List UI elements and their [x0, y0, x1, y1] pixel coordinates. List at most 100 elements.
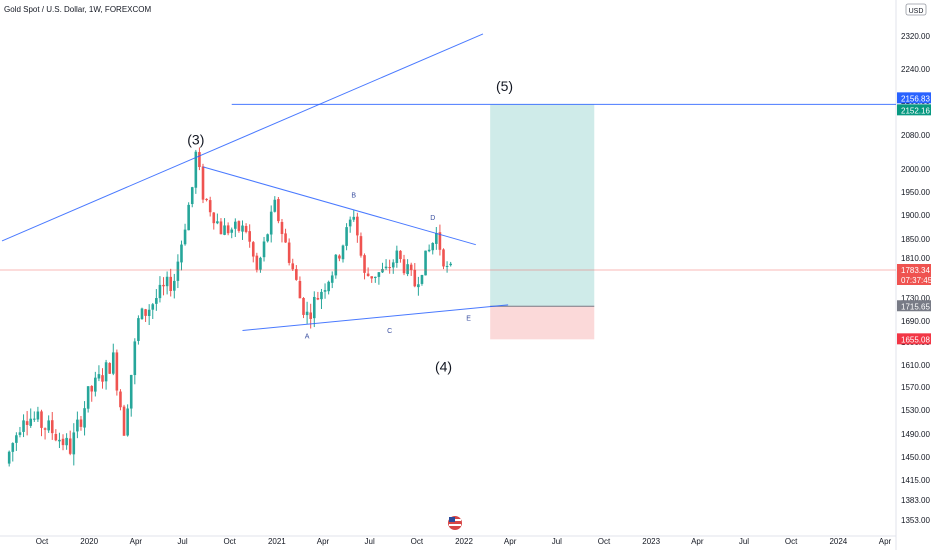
badge-entry: 1715.65: [901, 302, 930, 311]
y-tick-label: 2240.00: [901, 65, 930, 74]
candle-body: [97, 374, 101, 379]
x-tick-label: Apr: [317, 537, 330, 546]
candle-body: [334, 254, 338, 276]
y-tick-label: 1383.00: [901, 496, 930, 505]
point-label-b: B: [351, 193, 356, 200]
point-label-d: D: [430, 215, 435, 222]
candle-body: [255, 255, 259, 270]
candle-body: [266, 234, 269, 242]
candle-body: [269, 211, 273, 235]
flag-icon[interactable]: [448, 516, 462, 530]
x-tick-label: Apr: [879, 537, 892, 546]
badge-countdown: 07:37:45: [901, 276, 932, 285]
candle-body: [40, 411, 43, 428]
x-tick-label: Oct: [598, 537, 611, 546]
candle-body: [58, 439, 61, 442]
candle-body: [115, 352, 119, 391]
candle-body: [137, 318, 140, 341]
profit-zone: [490, 104, 595, 307]
candle-body: [43, 428, 47, 430]
point-label-c: C: [387, 328, 392, 335]
y-tick-label: 2320.00: [901, 32, 930, 41]
candle-body: [29, 418, 33, 426]
candle-body: [370, 276, 374, 279]
candle-body: [320, 291, 323, 300]
candle-body: [381, 268, 384, 273]
y-tick-label: 1610.00: [901, 361, 930, 370]
candle-body: [219, 221, 223, 235]
stop-zone: [490, 306, 595, 340]
point-label-e: E: [466, 315, 471, 322]
candle-body: [36, 411, 40, 420]
y-tick-label: 1353.00: [901, 516, 930, 525]
candle-body: [101, 375, 104, 382]
candle-body: [147, 309, 151, 316]
candle-body: [438, 232, 442, 250]
candle-body: [65, 437, 68, 446]
candle-body: [72, 432, 76, 455]
y-tick-label: 1490.00: [901, 430, 930, 439]
x-tick-label: Jul: [552, 537, 562, 546]
candle-body: [345, 227, 348, 246]
triangle-lower-line: [242, 304, 509, 331]
badge-target-2-bg: [897, 104, 931, 116]
candle-body: [169, 276, 173, 292]
candle-body: [406, 264, 409, 275]
x-tick-label: 2024: [829, 537, 847, 546]
x-tick-label: Oct: [36, 537, 49, 546]
candle-body: [176, 261, 180, 281]
x-tick-label: 2020: [80, 537, 98, 546]
badge-stop-bg: [897, 333, 931, 345]
candle-body: [68, 438, 72, 454]
candle-body: [155, 298, 158, 304]
candle-body: [234, 221, 237, 229]
candle-body: [366, 273, 370, 277]
x-tick-label: Apr: [504, 537, 517, 546]
y-tick-label: 1690.00: [901, 317, 930, 326]
candle-body: [237, 221, 241, 231]
candles: [7, 147, 452, 467]
candle-body: [291, 263, 295, 270]
candle-body: [395, 250, 399, 263]
candle-body: [298, 280, 302, 299]
candle-body: [172, 280, 176, 291]
candle-body: [162, 284, 165, 287]
y-tick-label: 2080.00: [901, 131, 930, 140]
x-tick-label: 2022: [455, 537, 473, 546]
candle-body: [241, 225, 244, 232]
candle-body: [417, 284, 420, 288]
x-tick-label: Jul: [739, 537, 749, 546]
y-tick-label: 1950.00: [901, 188, 930, 197]
candle-body: [33, 418, 36, 420]
candle-body: [273, 199, 277, 212]
time-axis[interactable]: Oct 2020 Apr Jul Oct 2021 Apr Jul Oct 2022 Apr Jul O…: [36, 537, 892, 546]
y-tick-label: 1850.00: [901, 235, 930, 244]
candle-body: [338, 255, 341, 259]
candle-body: [359, 236, 363, 256]
candle-body: [374, 276, 377, 278]
candle-body: [165, 276, 169, 287]
x-tick-label: Apr: [130, 537, 143, 546]
currency-button[interactable]: USD: [905, 3, 927, 16]
candle-body: [226, 225, 230, 234]
x-tick-label: Apr: [691, 537, 704, 546]
candle-body: [284, 233, 287, 243]
candle-body: [377, 272, 381, 277]
candle-body: [108, 363, 111, 374]
candle-body: [18, 432, 22, 435]
candle-body: [287, 242, 291, 263]
x-tick-label: Oct: [785, 537, 798, 546]
candle-body: [323, 290, 327, 292]
candle-body: [442, 249, 445, 267]
candle-body: [420, 274, 424, 284]
candle-body: [104, 362, 108, 382]
point-label-a: A: [305, 333, 310, 340]
candle-body: [15, 435, 18, 443]
candle-body: [352, 216, 356, 220]
candle-body: [327, 281, 330, 292]
candle-body: [111, 352, 115, 374]
candle-body: [11, 443, 15, 452]
candle-body: [216, 221, 219, 224]
candle-body: [22, 420, 25, 432]
